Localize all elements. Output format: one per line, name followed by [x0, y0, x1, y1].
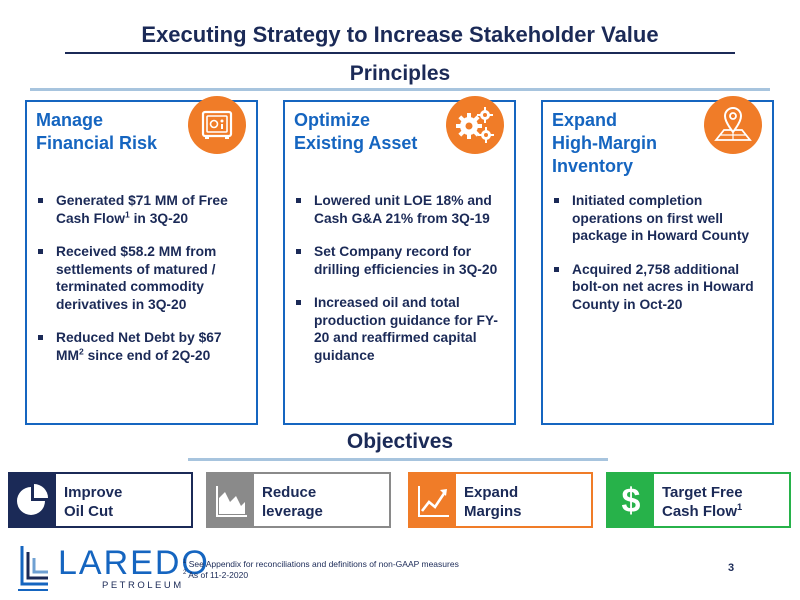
objective-label: Reduce leverage	[262, 484, 323, 520]
list-item: Increased oil and total production guida…	[294, 294, 508, 364]
card-title-line: Manage	[36, 110, 104, 130]
map-pin-icon	[704, 96, 762, 154]
principle-card-financial-risk: Manage Financial Risk Generated $71 MM o…	[25, 96, 258, 425]
card-title: Expand High-Margin Inventory	[552, 109, 657, 178]
card-title: Manage Financial Risk	[36, 109, 157, 155]
page-number: 3	[728, 562, 735, 574]
svg-text:$: $	[622, 482, 641, 520]
objectives-heading: Objectives	[346, 430, 454, 453]
page-title: Executing Strategy to Increase Stakehold…	[141, 22, 659, 47]
footnote: 2 As of 11-2-2020	[183, 569, 249, 580]
list-item: Initiated completion operations on first…	[552, 192, 766, 245]
principle-card-inventory: Expand High-Margin Inventory Initiated c…	[541, 96, 774, 425]
list-item: Lowered unit LOE 18% and Cash G&A 21% fr…	[294, 192, 508, 227]
card-title-line: Optimize	[294, 110, 371, 130]
card-title-line: Expand	[552, 110, 618, 130]
card-title-line: High-Margin	[552, 133, 657, 153]
line-chart-icon	[410, 474, 456, 526]
logo-mark-icon	[18, 546, 48, 591]
objective-leverage: Reduce leverage	[206, 472, 391, 528]
pie-chart-icon	[10, 474, 56, 526]
list-item: Reduced Net Debt by $67 MM2 since end of…	[36, 329, 250, 364]
list-item: Generated $71 MM of Free Cash Flow1 in 3…	[36, 192, 250, 227]
principle-card-existing-asset: Optimize Existing Asset Lowered unit	[283, 96, 516, 425]
card-title-line: Inventory	[552, 156, 634, 176]
objective-free-cash-flow: $ Target Free Cash Flow1	[606, 472, 791, 528]
bullet-list: Generated $71 MM of Free Cash Flow1 in 3…	[36, 192, 250, 380]
card-title-line: Financial Risk	[36, 133, 158, 153]
list-item: Set Company record for drilling efficien…	[294, 243, 508, 278]
list-item: Acquired 2,758 additional bolt-on net ac…	[552, 261, 766, 314]
bullet-list: Lowered unit LOE 18% and Cash G&A 21% fr…	[294, 192, 508, 380]
gears-icon	[446, 96, 504, 154]
card-title-line: Existing Asset	[294, 133, 418, 153]
footnote: 1 See Appendix for reconciliations and d…	[183, 559, 459, 569]
objectives-divider	[188, 458, 608, 461]
company-logo: LAREDO PETROLEUM	[18, 544, 208, 594]
principles-heading: Principles	[349, 62, 451, 85]
objective-label: Expand Margins	[464, 484, 522, 520]
list-item: Received $58.2 MM from settlements of ma…	[36, 243, 250, 313]
dollar-icon: $	[608, 474, 654, 526]
objective-label: Target Free Cash Flow1	[662, 484, 743, 520]
bullet-list: Initiated completion operations on first…	[552, 192, 766, 329]
logo-name: LAREDO	[58, 544, 210, 582]
area-chart-icon	[208, 474, 254, 526]
footnotes: 1 See Appendix for reconciliations and d…	[183, 559, 459, 580]
card-title: Optimize Existing Asset	[294, 109, 417, 155]
objective-margins: Expand Margins	[408, 472, 593, 528]
principles-divider	[30, 88, 770, 91]
safe-icon	[188, 96, 246, 154]
objective-oil-cut: Improve Oil Cut	[8, 472, 193, 528]
title-divider	[65, 52, 735, 54]
objective-label: Improve Oil Cut	[64, 484, 123, 520]
logo-subtitle: PETROLEUM	[102, 580, 184, 591]
